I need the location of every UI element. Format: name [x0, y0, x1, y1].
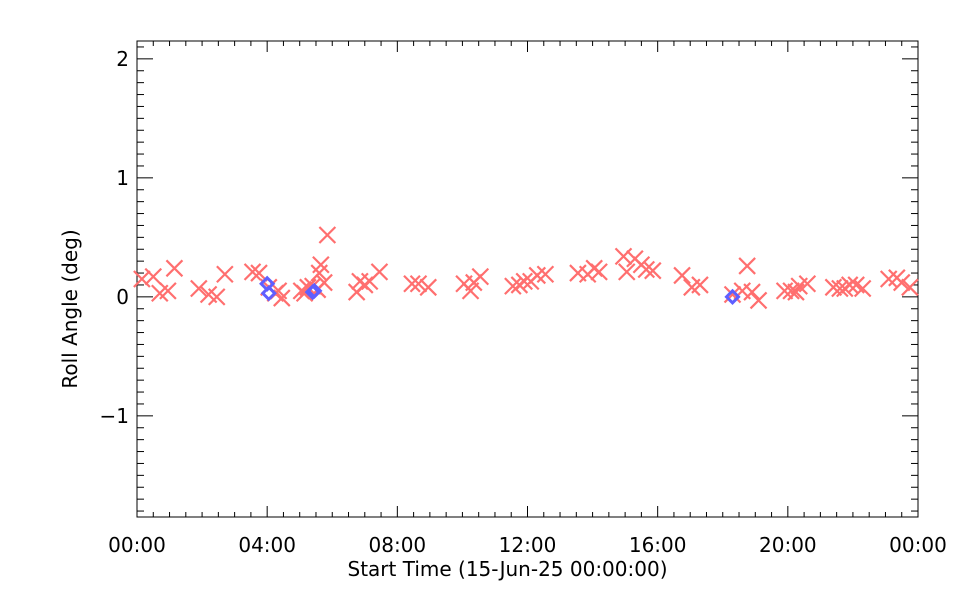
- y-tick-label: −1: [100, 404, 129, 428]
- diamond-marker: [306, 282, 323, 300]
- x-marker: [644, 261, 662, 280]
- x-marker: [637, 260, 656, 279]
- x-marker: [165, 259, 184, 278]
- x-tick-label: 08:00: [369, 533, 427, 557]
- x-tick-label: 00:00: [108, 533, 166, 557]
- x-marker: [273, 289, 291, 307]
- x-marker: [243, 263, 262, 281]
- x-marker: [840, 276, 859, 294]
- x-marker: [901, 278, 919, 297]
- x-marker: [216, 265, 234, 284]
- x-marker: [144, 267, 163, 286]
- x-marker: [318, 226, 337, 244]
- x-marker: [207, 288, 226, 306]
- data-markers: [133, 226, 919, 310]
- x-marker: [738, 257, 756, 275]
- x-marker: [853, 279, 872, 298]
- x-marker: [590, 263, 608, 281]
- x-marker: [190, 279, 208, 298]
- x-tick-label: 20:00: [759, 533, 817, 557]
- x-marker: [515, 272, 534, 291]
- x-marker: [749, 291, 768, 310]
- x-marker: [831, 279, 849, 298]
- diamond-marker: [724, 288, 741, 305]
- x-tick-label: 04:00: [238, 533, 296, 557]
- x-marker: [409, 274, 428, 293]
- x-marker: [419, 278, 438, 297]
- x-marker: [614, 247, 633, 266]
- x-marker: [250, 264, 268, 282]
- x-marker: [691, 276, 709, 294]
- axis-ticks: [136, 41, 919, 517]
- x-marker: [798, 274, 817, 293]
- x-marker: [159, 282, 177, 300]
- x-marker: [892, 273, 911, 292]
- x-marker: [723, 285, 742, 304]
- x-marker: [403, 274, 421, 293]
- y-tick-label: 1: [116, 166, 129, 190]
- x-marker: [536, 265, 555, 284]
- x-axis-title: Start Time (15-Jun-25 00:00:00): [348, 557, 668, 581]
- x-marker: [133, 270, 151, 288]
- x-tick-label: 16:00: [629, 533, 687, 557]
- x-tick-label: 00:00: [889, 533, 947, 557]
- y-tick-label: 0: [116, 285, 129, 309]
- x-marker: [743, 283, 761, 301]
- x-marker: [471, 267, 490, 286]
- diamond-marker: [260, 285, 277, 302]
- x-marker: [673, 266, 691, 285]
- x-marker: [617, 263, 636, 281]
- x-marker: [310, 264, 329, 282]
- x-marker: [782, 282, 800, 300]
- y-tick-label: 2: [116, 47, 129, 71]
- x-tick-label: 12:00: [499, 533, 557, 557]
- x-marker: [370, 263, 389, 281]
- x-marker: [504, 277, 522, 295]
- y-axis-title: Roll Angle (deg): [58, 229, 82, 388]
- axis-tick-labels: 00:00 04:00 08:00 12:00 16:00 20:00 00:00 −1 0 1 2: [100, 47, 947, 557]
